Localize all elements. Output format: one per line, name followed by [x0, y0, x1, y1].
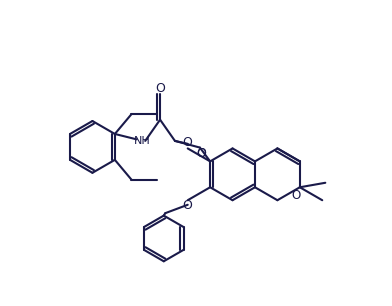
Text: O: O	[196, 147, 206, 160]
Text: O: O	[182, 136, 192, 149]
Text: O: O	[155, 82, 165, 95]
Text: O: O	[182, 199, 192, 212]
Text: O: O	[196, 147, 206, 160]
Text: NH: NH	[134, 136, 150, 146]
Text: O: O	[291, 189, 300, 202]
